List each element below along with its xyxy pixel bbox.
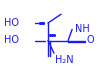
Text: O: O xyxy=(87,35,94,46)
Text: HO: HO xyxy=(4,18,19,28)
Text: NH: NH xyxy=(75,24,89,34)
Text: H₂N: H₂N xyxy=(55,55,73,65)
Text: HO: HO xyxy=(4,35,19,46)
